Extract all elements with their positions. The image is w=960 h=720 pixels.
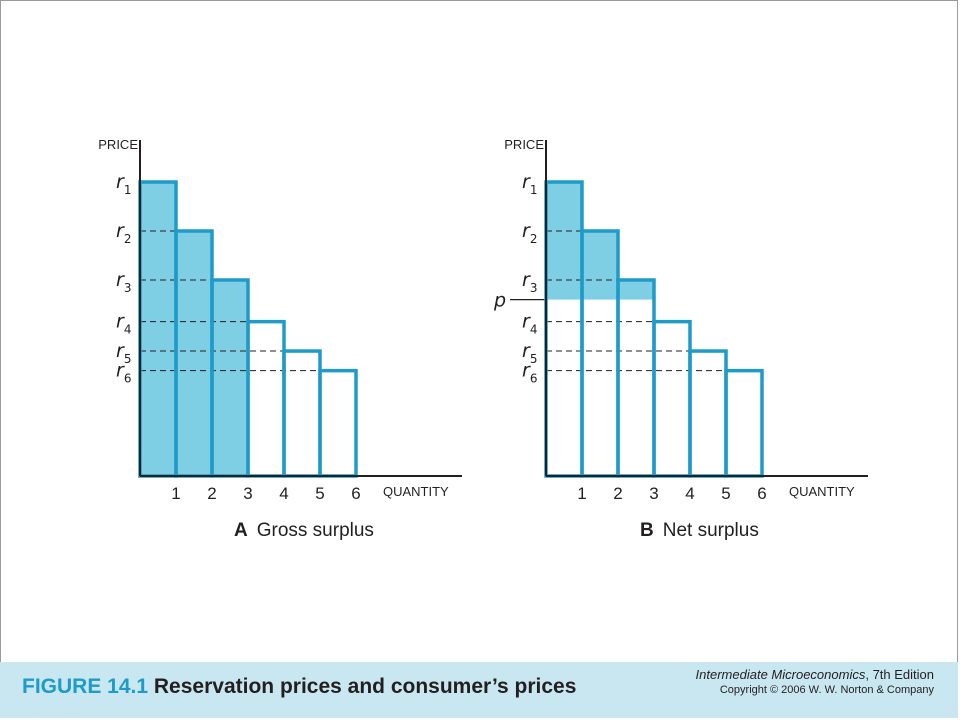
x-tick-label: 3 — [649, 484, 658, 503]
price-label-r3: r3 — [116, 269, 131, 295]
y-axis-title: PRICE — [98, 137, 138, 152]
shaded-area-unit-3 — [618, 280, 654, 300]
reservation-price-bar-4 — [246, 319, 286, 478]
reservation-price-bar-5 — [282, 349, 322, 478]
panel-caption: B Net surplus — [640, 520, 759, 541]
book-title: Intermediate Microeconomics — [695, 667, 866, 682]
x-tick-label: 2 — [613, 484, 622, 503]
x-tick-label: 6 — [351, 484, 360, 503]
x-axis-title: QUANTITY — [383, 484, 449, 499]
shaded-area-unit-1 — [140, 182, 176, 476]
reservation-price-bar-6 — [724, 368, 764, 478]
x-tick-label: 1 — [577, 484, 586, 503]
x-axis-title: QUANTITY — [789, 484, 855, 499]
x-tick-label: 5 — [721, 484, 730, 503]
x-tick-label: 2 — [207, 484, 216, 503]
x-tick-label: 1 — [171, 484, 180, 503]
price-label-r2: r2 — [116, 220, 131, 246]
shaded-area-unit-2 — [582, 231, 618, 300]
reservation-price-bar-4 — [652, 319, 692, 478]
x-tick-label: 3 — [243, 484, 252, 503]
price-label-r1: r1 — [116, 171, 131, 197]
figure-number: FIGURE 14.1 — [22, 675, 149, 698]
shaded-area-unit-2 — [176, 231, 212, 476]
footer-band — [0, 662, 958, 718]
book-edition: , 7th Edition — [865, 667, 934, 682]
x-tick-label: 6 — [757, 484, 766, 503]
price-label-r4: r4 — [116, 311, 131, 337]
x-tick-label: 4 — [685, 484, 694, 503]
reservation-price-bar-3 — [616, 278, 656, 478]
reservation-price-bar-5 — [688, 349, 728, 478]
book-title-line: Intermediate Microeconomics, 7th Edition — [696, 666, 934, 683]
reservation-price-bar-6 — [318, 368, 358, 478]
panel-caption: A Gross surplus — [234, 520, 374, 541]
price-label-r4: r4 — [522, 311, 537, 337]
x-tick-label: 4 — [279, 484, 288, 503]
price-label-r1: r1 — [522, 171, 537, 197]
price-label-r2: r2 — [522, 220, 537, 246]
shaded-area-unit-1 — [546, 182, 582, 300]
book-credit: Intermediate Microeconomics, 7th Edition… — [696, 666, 934, 698]
y-axis-title: PRICE — [504, 137, 544, 152]
copyright: Copyright © 2006 W. W. Norton & Company — [719, 684, 934, 696]
market-price-label: p — [493, 290, 506, 312]
price-label-r3: r3 — [522, 269, 537, 295]
figure-label: FIGURE 14.1 Reservation prices and consu… — [22, 675, 576, 699]
figure-title: Reservation prices and consumer’s prices — [153, 675, 577, 698]
shaded-area-unit-3 — [212, 280, 248, 476]
x-tick-label: 5 — [315, 484, 324, 503]
